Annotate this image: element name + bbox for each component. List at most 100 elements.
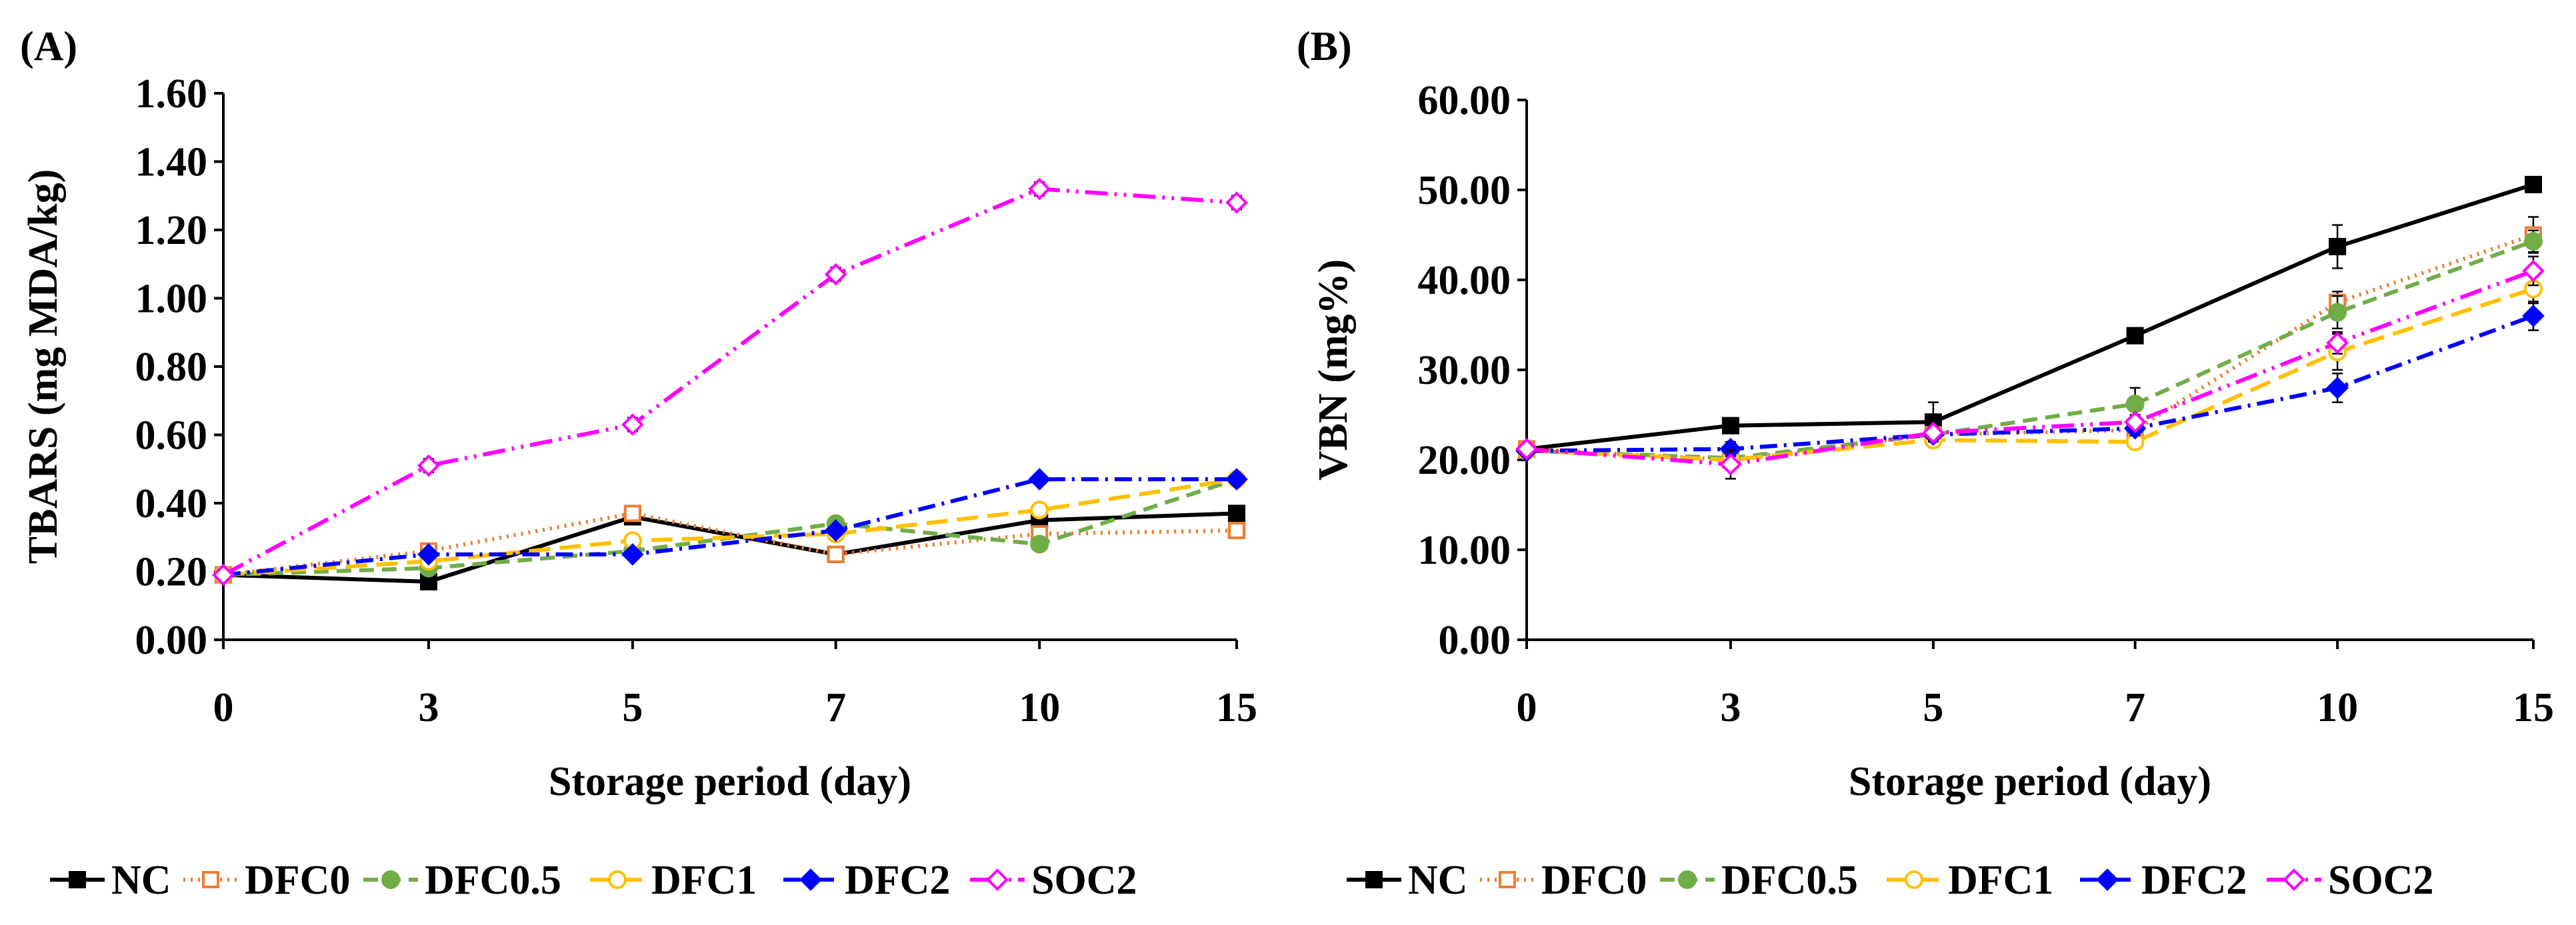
data-point (621, 413, 644, 436)
legend-label: DFC0.5 (1721, 858, 1858, 903)
legend-marker (2096, 868, 2119, 891)
legend-item: DFC2 (783, 858, 950, 903)
data-point (1228, 522, 1245, 539)
data-point (2525, 175, 2542, 193)
legend-label: SOC2 (2328, 858, 2433, 903)
legend-marker (69, 871, 86, 888)
x-axis-title: Storage period (day) (549, 759, 911, 804)
legend-marker (1905, 870, 1923, 889)
legend-item: DFC0.5 (363, 858, 561, 903)
data-point (824, 263, 847, 286)
x-tick-label: 0 (213, 685, 234, 730)
y-tick-label: 0.20 (135, 550, 208, 595)
data-point (1225, 191, 1248, 214)
data-point (1922, 421, 1945, 445)
series-line (1526, 239, 2535, 461)
y-tick-label: 1.40 (135, 140, 208, 185)
data-point (1719, 453, 1742, 476)
data-point (2326, 377, 2349, 399)
legend-marker (799, 868, 822, 891)
legend-label: DFC0 (1541, 858, 1647, 903)
series-line (1526, 183, 2534, 451)
series-soc2 (212, 177, 1248, 586)
series-line (223, 511, 1237, 577)
legend-marker (1678, 870, 1697, 889)
data-point (417, 454, 440, 477)
panel-b: (B) 0.00 10.00 20.00 30.00 40.00 50.00 60.00 0 3 5… (1297, 24, 2554, 903)
legend-item: NC (1347, 858, 1468, 903)
legend-item: DFC0.5 (1660, 858, 1858, 903)
series-nc (1518, 175, 2542, 458)
legend-item: DFC1 (590, 858, 757, 903)
panel-label: (A) (20, 24, 77, 69)
y-tick-label: 1.20 (135, 208, 208, 253)
legend-item: DFC1 (1887, 858, 2053, 903)
data-point (1228, 504, 1245, 522)
y-tick-label: 0.00 (1439, 618, 1511, 663)
legend: NC DFC0 DFC0.5 DFC1 DFC2 SOC2 (1347, 858, 2433, 903)
x-tick-label: 15 (2513, 685, 2554, 730)
legend-item: SOC2 (2267, 858, 2433, 903)
series-line (223, 477, 1237, 577)
series-nc (215, 504, 1245, 590)
legend-label: SOC2 (1031, 858, 1137, 903)
data-point (2329, 238, 2347, 256)
legend-item: DFC0 (1480, 858, 1647, 903)
data-point (2328, 303, 2347, 322)
series-line (1526, 287, 2534, 462)
y-axis-title: TBARS (mg MDA/kg) (21, 169, 66, 564)
data-point (417, 543, 440, 566)
y-tick-label: 20.00 (1418, 438, 1511, 483)
y-tick-label: 1.60 (135, 71, 208, 117)
legend-label: DFC1 (1948, 858, 2053, 903)
legend-item: DFC0 (183, 858, 350, 903)
legend-marker (1365, 871, 1383, 888)
data-point (2125, 395, 2145, 414)
legend-item: DFC2 (2080, 858, 2247, 903)
legend-marker (202, 871, 219, 888)
series-soc2 (1515, 255, 2545, 480)
data-point (2326, 331, 2349, 355)
legend-label: DFC0 (245, 858, 350, 903)
data-point (827, 545, 845, 563)
legend-marker (381, 870, 400, 889)
legend-item: NC (50, 858, 171, 903)
y-tick-label: 0.80 (135, 345, 208, 390)
data-point (2123, 411, 2147, 434)
data-point (2524, 231, 2543, 251)
legend-marker (608, 870, 627, 889)
x-tick-label: 3 (418, 685, 439, 730)
x-tick-label: 10 (1019, 685, 1060, 730)
y-tick-label: 50.00 (1418, 168, 1511, 213)
data-point (1028, 177, 1051, 201)
y-tick-label: 0.60 (135, 413, 208, 459)
data-point (1515, 437, 1538, 461)
data-point (2126, 327, 2144, 345)
legend-marker (986, 868, 1009, 891)
legend-label: DFC0.5 (425, 858, 561, 903)
x-tick-label: 5 (1923, 685, 1943, 730)
data-point (1225, 468, 1248, 490)
y-axis-title: VBN (mg%) (1311, 259, 1356, 480)
data-point (2522, 305, 2545, 327)
x-tick-label: 7 (2125, 685, 2145, 730)
series-line (223, 477, 1237, 577)
legend-marker (2283, 868, 2305, 891)
legend: NC DFC0 DFC0.5 DFC1 DFC2 SOC2 (50, 858, 1137, 903)
data-point (824, 519, 847, 542)
x-tick-label: 5 (622, 685, 643, 730)
y-tick-label: 40.00 (1418, 258, 1511, 303)
y-tick-label: 30.00 (1418, 348, 1511, 393)
data-point (621, 543, 644, 566)
legend-label: DFC2 (845, 858, 950, 903)
x-tick-label: 3 (1720, 685, 1741, 730)
data-point (623, 504, 641, 522)
data-point (1028, 468, 1051, 490)
series-line (223, 477, 1237, 577)
panel-a: (A) 0.00 0.20 0.40 0.60 0.80 1.00 1.20 1.40 1.60 0… (20, 24, 1257, 903)
y-tick-label: 0.40 (135, 481, 208, 526)
series-line (223, 511, 1237, 584)
legend-label: NC (1408, 858, 1468, 903)
y-tick-label: 10.00 (1418, 528, 1511, 573)
